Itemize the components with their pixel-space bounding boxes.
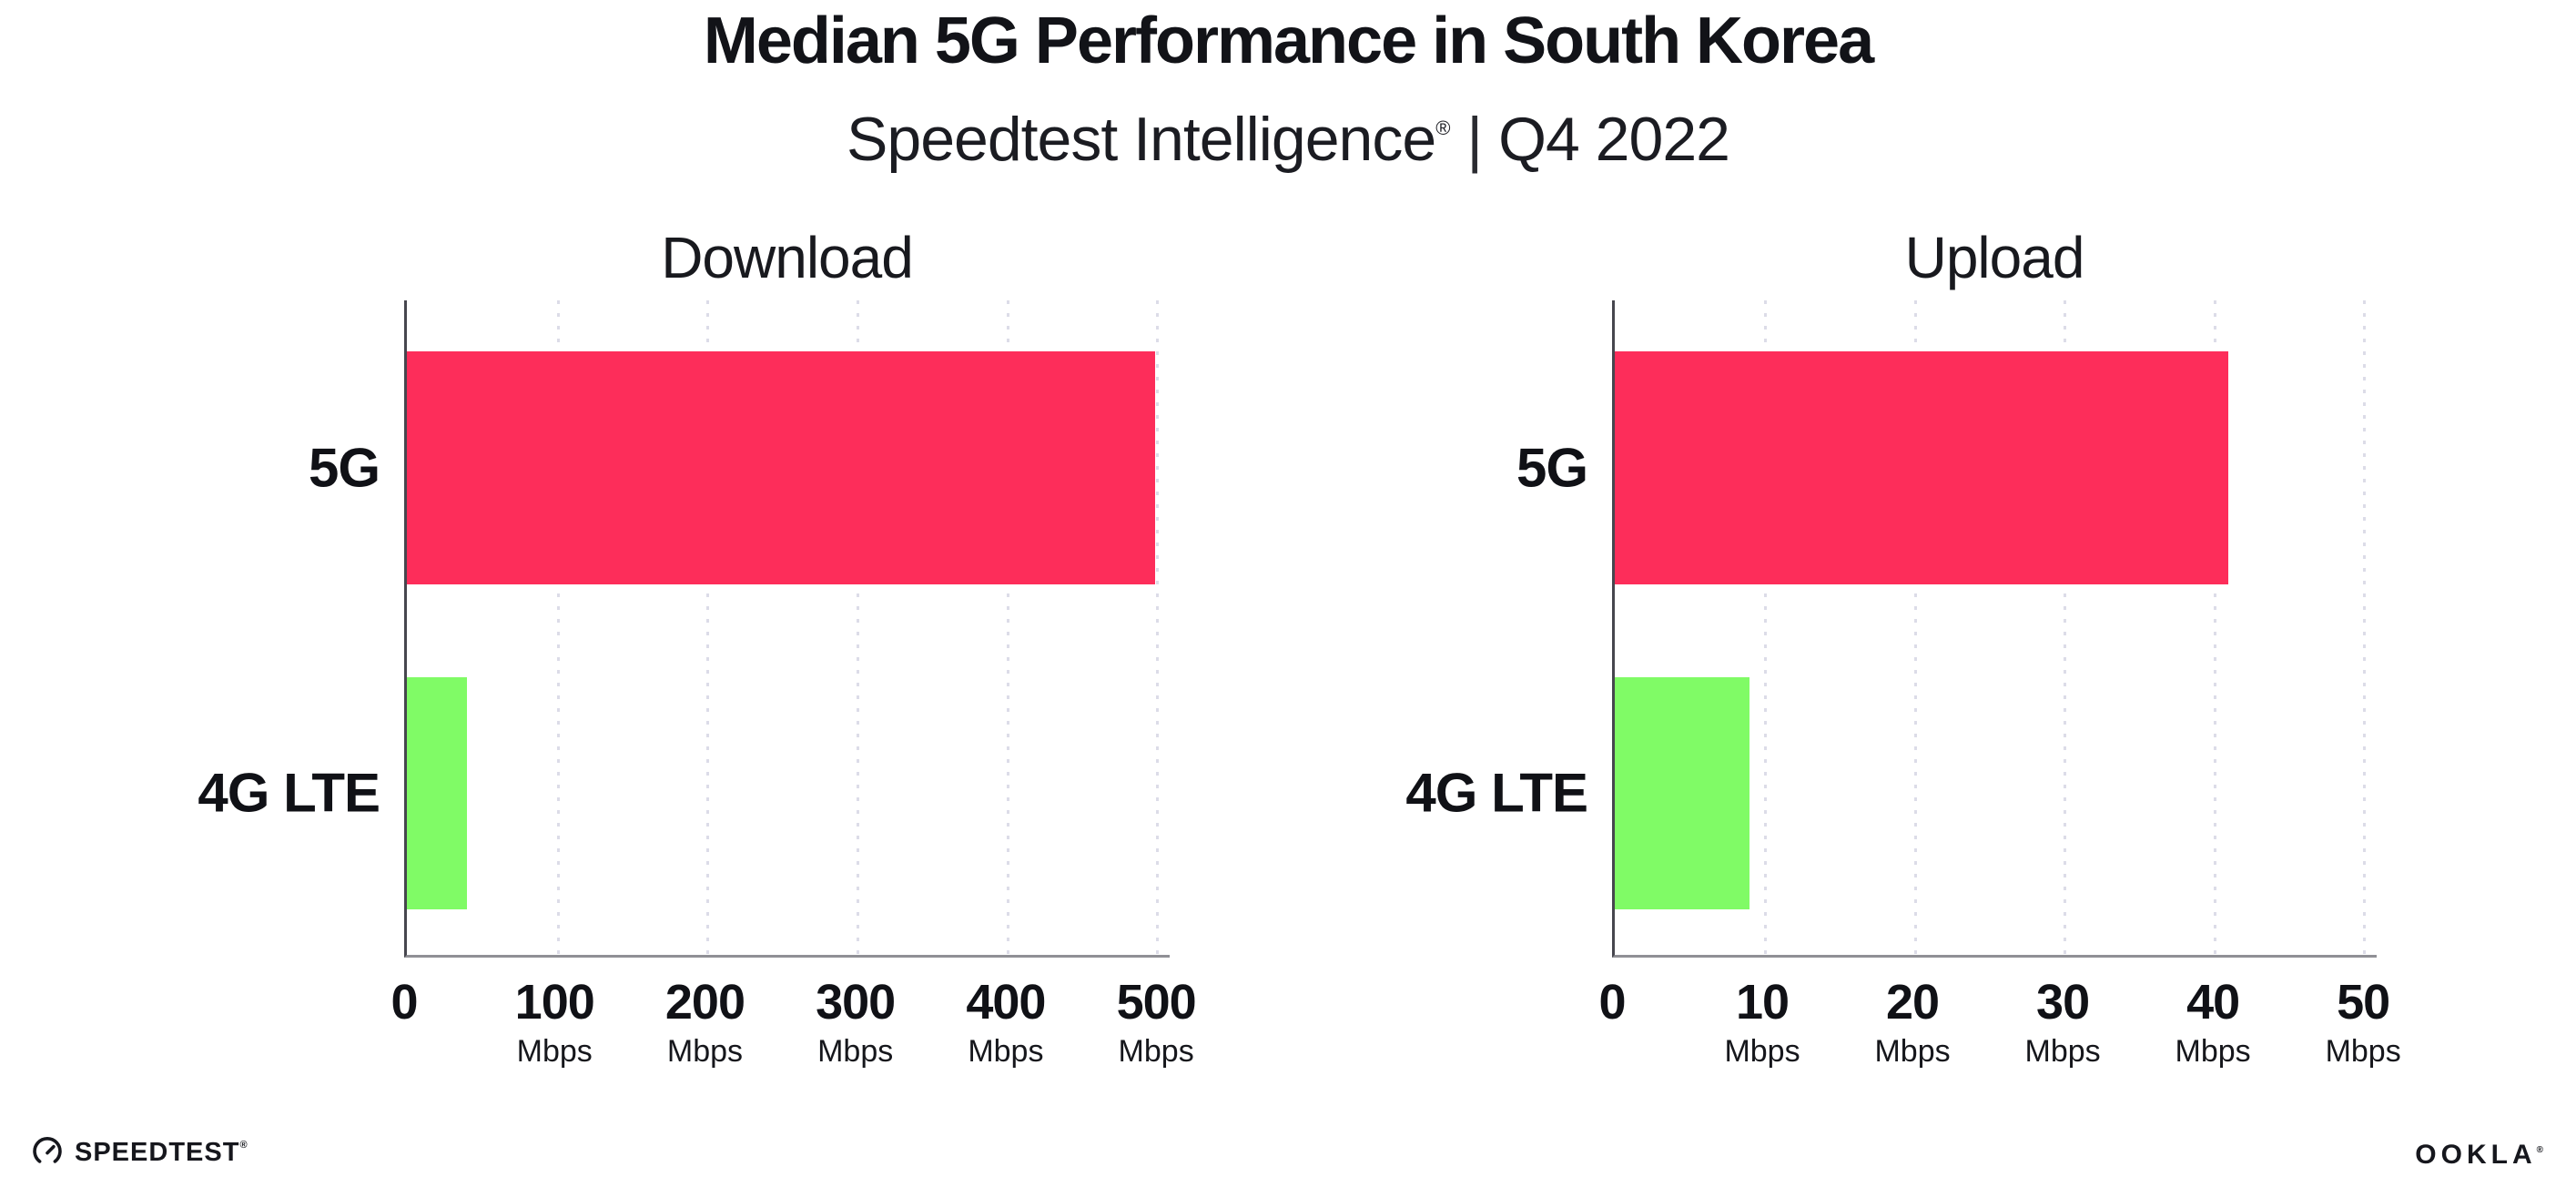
x-tick-value: 0 [1598,975,1626,1030]
x-tick-400: 400 Mbps [966,975,1046,1069]
x-tick-500: 500 Mbps [1116,975,1197,1069]
upload-x-axis: 0 10 Mbps 20 Mbps 30 Mbps 40 Mbps 50 Mbps [1598,978,2400,1114]
x-tick-value: 300 [816,975,896,1030]
x-tick-value: 40 [2186,975,2240,1030]
x-tick-value: 0 [390,975,418,1030]
speedtest-wordmark: SPEEDTEST® [75,1137,248,1167]
bar-5g [1615,351,2229,584]
ookla-wordmark: OOKLA [2415,1140,2537,1170]
gridline-10 [1764,300,1768,955]
upload-chart-title: Upload [1904,225,2085,290]
gridline-40 [2213,300,2216,955]
subtitle-period: Q4 2022 [1498,105,1730,174]
x-tick-unit: Mbps [1724,1034,1800,1069]
ookla-logo: OOKLA® [2415,1141,2543,1169]
x-tick-20: 20 Mbps [1874,978,1950,1067]
gauge-icon [31,1136,64,1169]
x-tick-0: 0 [1598,975,1626,1030]
upload-chart: Upload 5G 4G LTE 0 10 Mbps 20 Mbps 30 Mbps 40 Mbp… [1405,225,2400,1114]
x-tick-unit: Mbps [968,1034,1044,1069]
registered-mark: ® [1435,117,1451,139]
bar-4g-lte [407,676,467,910]
category-label-4g-lte: 4G LTE [198,762,380,824]
subtitle-separator: | [1466,105,1483,174]
x-tick-300: 300 Mbps [816,975,896,1069]
subtitle-brand: Speedtest Intelligence [847,105,1436,174]
gridline-500 [1156,300,1160,955]
gridline-20 [1913,300,1917,955]
bar-5g [407,351,1155,584]
gridline-100 [556,300,560,955]
download-chart: Download 5G 4G LTE 0 100 Mbps 200 Mbps 300 Mbps… [198,225,1196,1114]
x-tick-unit: Mbps [1118,1034,1194,1069]
x-tick-unit: Mbps [666,1034,744,1069]
page-title: Median 5G Performance in South Korea [703,5,1874,77]
x-tick-value: 10 [1735,975,1790,1030]
category-label-5g: 5G [308,437,380,499]
x-tick-unit: Mbps [2175,1034,2251,1069]
download-chart-title: Download [661,225,914,290]
x-tick-unit: Mbps [1874,1034,1951,1069]
category-label-5g: 5G [1516,437,1588,499]
x-tick-value: 200 [664,975,745,1030]
speedtest-registered-mark: ® [239,1139,248,1151]
x-tick-value: 400 [966,975,1046,1030]
gridline-50 [2363,300,2367,955]
x-tick-value: 500 [1116,975,1197,1030]
x-tick-100: 100 Mbps [514,975,595,1069]
x-tick-30: 30 Mbps [2025,978,2101,1067]
x-tick-unit: Mbps [817,1034,894,1069]
x-tick-40: 40 Mbps [2175,978,2251,1067]
x-tick-value: 30 [2036,975,2090,1030]
download-x-axis: 0 100 Mbps 200 Mbps 300 Mbps 400 Mbps 500 Mbps [390,975,1196,1114]
gridline-200 [706,300,710,955]
gridline-30 [2064,300,2067,955]
bar-4g-lte [1615,676,1749,910]
x-tick-unit: Mbps [2325,1034,2401,1069]
speedtest-logo: SPEEDTEST® [31,1136,248,1169]
x-tick-0: 0 [390,975,418,1030]
gridline-300 [856,300,859,955]
x-tick-value: 20 [1886,975,1940,1030]
x-tick-10: 10 Mbps [1724,978,1800,1067]
x-tick-value: 50 [2337,975,2390,1030]
x-tick-unit: Mbps [516,1034,593,1069]
x-tick-value: 100 [514,975,595,1030]
ookla-registered-mark: ® [2536,1145,2543,1155]
gridline-400 [1006,300,1009,955]
page-subtitle: Speedtest Intelligence® | Q4 2022 [0,107,2576,172]
x-tick-unit: Mbps [2024,1034,2101,1069]
download-plot-area: 5G 4G LTE [198,300,1170,958]
upload-plot-area: 5G 4G LTE [1405,300,2377,958]
category-label-4g-lte: 4G LTE [1405,762,1588,824]
x-tick-200: 200 Mbps [665,978,745,1067]
x-tick-50: 50 Mbps [2326,978,2401,1067]
